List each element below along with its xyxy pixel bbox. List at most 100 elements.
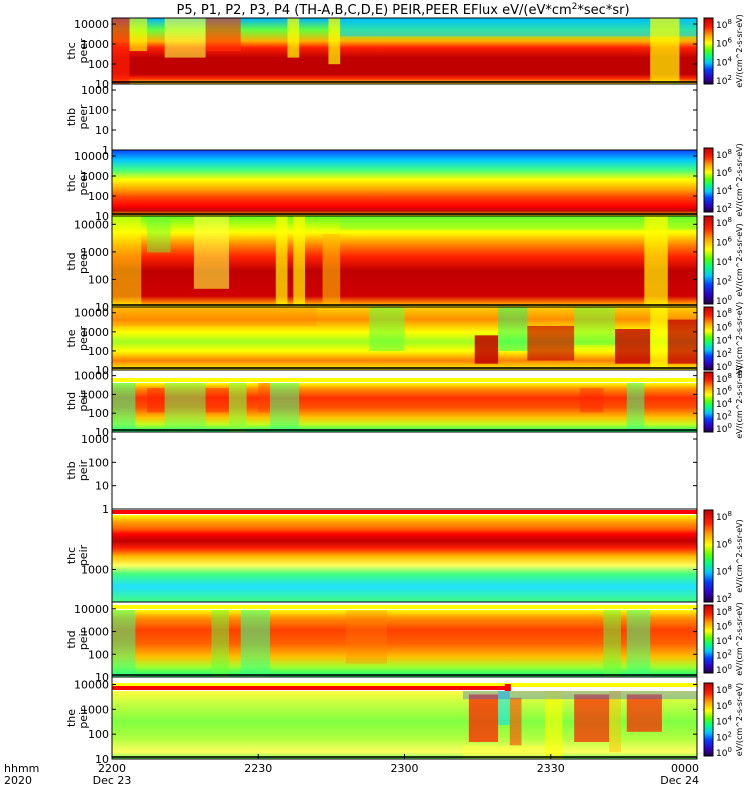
colorbar xyxy=(703,371,714,433)
colorbar-label: 108 xyxy=(716,605,732,618)
colorbar xyxy=(703,306,714,371)
panel-thb-peir: 1000 100 10 1 thbpeir xyxy=(65,431,698,516)
y-tick-label: 10000 xyxy=(74,678,109,691)
colorbar-unit: eV/(cm^2-s-sr-eV) xyxy=(735,683,744,756)
y-axis-label: thepeir xyxy=(65,707,90,729)
colorbar xyxy=(703,215,714,305)
y-tick-label: 100 xyxy=(88,190,109,203)
spectrogram-feature xyxy=(205,387,229,413)
cutoff-line xyxy=(112,213,697,215)
y-tick-label: 10 xyxy=(95,753,109,766)
y-tick-label: 100 xyxy=(88,104,109,117)
spectrogram-feature xyxy=(112,216,142,307)
x-tick-label: 2200 xyxy=(98,762,126,775)
spectrogram-feature xyxy=(129,18,148,51)
colorbar-label: 104 xyxy=(716,55,732,68)
y-tick-label: 1000 xyxy=(81,38,109,51)
spectrogram-feature xyxy=(328,18,341,65)
spectrogram-feature xyxy=(498,307,528,352)
colorbar-label: 100 xyxy=(716,746,732,759)
spectrogram-fill xyxy=(112,515,697,602)
y-tick-label: 100 xyxy=(88,407,109,420)
status-bar xyxy=(112,378,697,382)
x-tick-date: Dec 23 xyxy=(93,774,132,787)
colorbar-label: 104 xyxy=(716,565,732,578)
spectrogram-feature xyxy=(574,307,616,345)
colorbar-unit: eV/(cm^2-s-sr-eV) xyxy=(735,519,744,592)
colorbar-label: 102 xyxy=(716,649,732,662)
y-tick-label: 1000 xyxy=(81,246,109,259)
spectrogram-feature xyxy=(112,610,136,677)
chart-title: P5, P1, P2, P3, P4 (TH-A,B,C,D,E) PEIR,P… xyxy=(176,2,629,18)
spectrogram-feature xyxy=(474,335,499,364)
colorbar-label: 106 xyxy=(716,236,732,249)
y-axis-label: thbpeir xyxy=(65,459,90,481)
colorbar-label: 102 xyxy=(716,347,732,360)
spectrogram-feature xyxy=(650,307,668,370)
colorbar-label: 104 xyxy=(716,334,732,347)
colorbar-unit: eV/(cm^2-s-sr-eV) xyxy=(735,143,744,216)
colorbar-label: 106 xyxy=(716,699,732,712)
spectrogram-feature xyxy=(112,307,317,326)
y-axis-label: thbpeer xyxy=(65,104,90,130)
status-bar xyxy=(112,683,697,687)
spectrogram-feature xyxy=(346,610,387,664)
colorbar-label: 104 xyxy=(716,715,732,728)
spectrogram-feature xyxy=(258,383,270,413)
colorbar-label: 108 xyxy=(716,148,732,161)
spectrogram-fill xyxy=(112,150,697,216)
panel-frame xyxy=(111,83,698,151)
colorbar-label: 106 xyxy=(716,537,732,550)
colorbar-label: 100 xyxy=(716,422,732,435)
spectrogram-feature xyxy=(287,18,300,58)
x-row-label: hhmm xyxy=(4,762,39,775)
status-bar xyxy=(112,686,507,690)
spectrogram-feature xyxy=(147,216,171,253)
colorbar-unit: eV/(cm^2-s-sr-eV) xyxy=(735,14,744,87)
spectrogram-feature xyxy=(626,694,662,732)
colorbar-label: 108 xyxy=(716,510,732,523)
y-tick-label: 10 xyxy=(95,210,109,223)
colorbar-label: 106 xyxy=(716,385,732,398)
spectrogram-feature xyxy=(626,383,645,432)
spectrogram-feature xyxy=(112,383,136,432)
y-axis-label: thepeer xyxy=(65,326,90,352)
spectrogram-feature xyxy=(211,610,229,677)
colorbar-label: 108 xyxy=(716,683,732,696)
x-row-label: 2020 xyxy=(4,774,32,787)
spectrogram-feature xyxy=(644,216,668,307)
y-tick-label: 1000 xyxy=(81,626,109,639)
spectrogram-fill xyxy=(112,383,697,432)
colorbar-label: 106 xyxy=(716,320,732,333)
status-bar xyxy=(112,510,697,514)
y-tick-label: 10000 xyxy=(74,603,109,616)
colorbar-label: 108 xyxy=(716,18,732,31)
y-tick-label: 10000 xyxy=(74,370,109,383)
spectrogram-feature xyxy=(340,216,697,230)
panel-thc-peer: 10000 1000 100 10 thcpeer 108 106 104 102 eV/(cm^… xyxy=(65,14,744,91)
spectrogram-feature xyxy=(544,691,563,759)
spectrogram-feature xyxy=(609,691,621,753)
spectrogram-feature xyxy=(574,694,610,742)
colorbar xyxy=(703,604,714,674)
y-tick-label: 10 xyxy=(95,78,109,91)
x-tick-label: 2230 xyxy=(244,762,272,775)
spectrogram-feature xyxy=(603,610,621,677)
spectrogram-feature xyxy=(626,610,651,677)
spectrogram-fill xyxy=(112,610,697,677)
spectrogram-feature xyxy=(164,383,206,432)
y-tick-label: 1 xyxy=(102,503,109,516)
colorbar-label: 108 xyxy=(716,216,732,229)
y-tick-label: 100 xyxy=(88,648,109,661)
colorbar xyxy=(703,682,714,757)
y-axis-label: thcpeer xyxy=(65,38,90,64)
y-axis-label: thdpeir xyxy=(65,390,90,412)
x-tick-label: 2300 xyxy=(391,762,419,775)
x-tick-date: Dec 24 xyxy=(660,774,699,787)
y-tick-label: 10000 xyxy=(74,18,109,31)
spectrogram-feature xyxy=(240,610,270,677)
colorbar-label: 104 xyxy=(716,255,732,268)
